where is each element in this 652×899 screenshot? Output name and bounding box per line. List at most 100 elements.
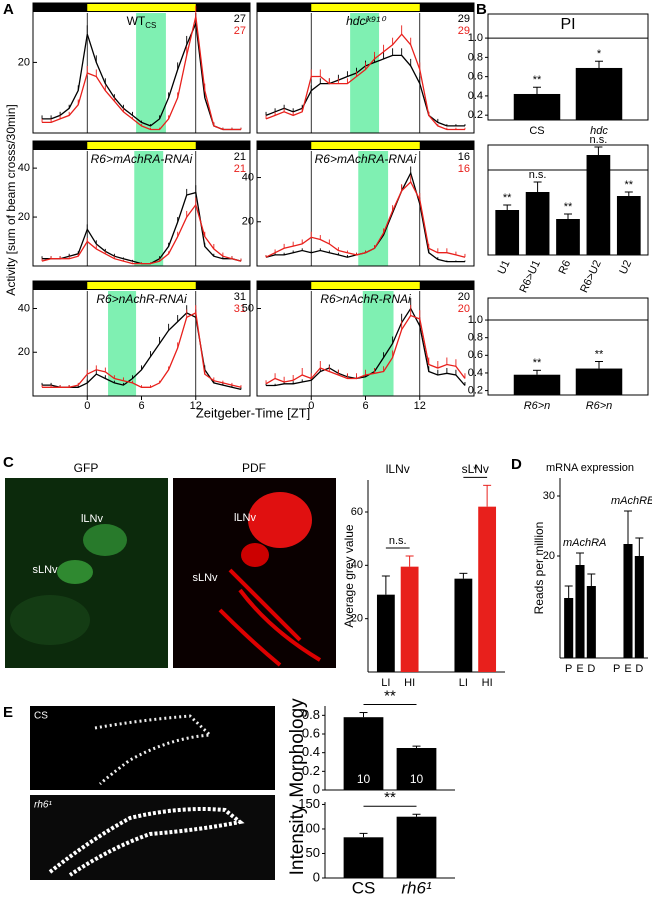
significance: * — [597, 48, 602, 60]
series-line — [265, 314, 466, 385]
chart-title: PI — [560, 16, 575, 33]
series-line — [265, 33, 465, 131]
x-tick-label: 6 — [362, 400, 368, 412]
plot-frame — [32, 2, 251, 134]
x-tick-label: P — [565, 663, 572, 675]
x-tick-label: R6>n — [524, 400, 551, 412]
image-label: lLNv — [81, 513, 104, 525]
chart-title: R6>mAchRA-RNAi — [91, 152, 193, 166]
x-tick-label: CS — [352, 878, 376, 897]
title-text: R6>nAchR-RNAi — [320, 292, 411, 306]
bar — [623, 544, 633, 658]
image-label: sLNv — [32, 564, 58, 576]
bar — [478, 506, 497, 672]
axis-title: Activity [sum of beam crosss/30min] — [4, 104, 18, 295]
plot-frame — [487, 297, 649, 396]
axis-title: Average grey value — [342, 524, 356, 628]
bar — [616, 196, 641, 255]
chart-title: R6>mAchRA-RNAi — [315, 152, 417, 166]
series-line — [42, 312, 242, 391]
bar — [556, 219, 580, 255]
title-text: R6>nAchR-RNAi — [96, 292, 187, 306]
y-tick-label: 0.6 — [468, 71, 483, 83]
x-tick-label: D — [587, 663, 595, 675]
chart-title: WTCS — [127, 14, 157, 30]
bar-label: 10 — [410, 772, 424, 786]
y-tick-label: 0.6 — [302, 725, 320, 740]
x-tick-label: LI — [459, 677, 468, 689]
significance: ** — [503, 192, 512, 204]
title-text: R6>mAchRA-RNAi — [315, 152, 417, 166]
y-tick-label: 1.0 — [468, 314, 483, 326]
plot-frame — [256, 140, 475, 267]
x-tick-label: 0 — [84, 400, 90, 412]
y-tick-label: 40 — [242, 171, 254, 183]
bar — [586, 586, 596, 658]
group-label: lLNv — [386, 462, 410, 476]
title-text: R6>mAchRA-RNAi — [91, 152, 193, 166]
y-tick-label: 0.8 — [302, 707, 320, 722]
plot-frame — [32, 140, 251, 267]
x-tick-label: P — [613, 663, 620, 675]
y-tick-label: 20 — [18, 211, 30, 223]
image-label: sLNv — [192, 572, 218, 584]
chart-title: hdcʲᵏ⁹¹⁰ — [346, 14, 387, 28]
panel-label: C — [3, 454, 14, 471]
n-label: 31 — [234, 303, 246, 315]
x-tick-label: rh6¹ — [401, 878, 432, 897]
y-tick-label: 50 — [242, 302, 254, 314]
x-tick-label: LI — [381, 677, 390, 689]
y-tick-label: 0.2 — [468, 384, 483, 396]
image-label: rh6¹ — [34, 800, 52, 811]
y-tick-label: 0.2 — [302, 763, 320, 778]
x-tick-label: D — [635, 663, 643, 675]
bar — [575, 565, 585, 658]
plot-frame — [256, 2, 475, 134]
x-tick-label: CS — [529, 125, 544, 137]
image-title: PDF — [242, 461, 266, 475]
shade — [350, 13, 380, 133]
chart-title: R6>nAchR-RNAi — [320, 292, 411, 306]
light-phase — [311, 4, 420, 11]
chart-title: R6>nAchR-RNAi — [96, 292, 187, 306]
chart-title: mRNA expression — [546, 462, 634, 474]
x-tick-label: R6>U1 — [517, 258, 542, 294]
plot-frame — [487, 13, 649, 121]
y-tick-label: 60 — [351, 506, 363, 518]
group-label: mAchRB — [611, 495, 652, 507]
shade — [134, 151, 164, 266]
bar-label: 10 — [357, 772, 371, 786]
y-tick-label: 0.8 — [468, 51, 483, 63]
x-tick-label: R6>n — [586, 400, 613, 412]
y-tick-label: 0.4 — [468, 367, 483, 379]
bar — [564, 598, 574, 658]
significance: ** — [384, 688, 396, 705]
x-tick-label: E — [576, 663, 583, 675]
image-label: lLNv — [234, 512, 257, 524]
series-line — [42, 16, 241, 131]
y-tick-label: 150 — [298, 796, 320, 811]
significance: ** — [625, 179, 634, 191]
shade — [358, 151, 389, 266]
y-tick-label: 0.4 — [302, 744, 320, 759]
light-phase — [87, 282, 196, 289]
title-sub: CS — [145, 21, 156, 30]
y-tick-label: 20 — [18, 346, 30, 358]
light-phase — [87, 142, 196, 149]
n-label: 16 — [458, 151, 470, 163]
light-phase — [311, 142, 420, 149]
bar — [575, 67, 623, 120]
bar — [343, 717, 384, 790]
n-label: 21 — [234, 163, 246, 175]
title-text: WT — [127, 14, 146, 28]
panel-label: B — [476, 1, 487, 18]
bar — [513, 93, 561, 120]
pdf-image — [173, 478, 336, 668]
y-tick-label: 0.6 — [468, 349, 483, 361]
panel-label: A — [3, 1, 14, 18]
x-tick-label: R6 — [557, 258, 574, 276]
bar — [396, 816, 437, 878]
significance: ** — [533, 357, 542, 369]
significance: ** — [595, 348, 604, 360]
